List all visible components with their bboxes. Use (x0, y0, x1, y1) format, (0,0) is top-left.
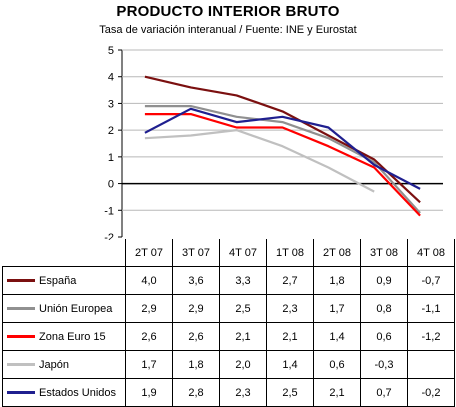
data-label: 2,5 (219, 294, 267, 323)
category-label: 2T 07 (125, 239, 173, 267)
chart-title: PRODUCTO INTERIOR BRUTO (116, 3, 340, 20)
data-label: -0,2 (407, 378, 455, 407)
data-label: 1,4 (266, 350, 314, 379)
data-label: 2,0 (219, 350, 267, 379)
series-line-3 (144, 129, 375, 193)
chart-plot: 5 4 3 2 1 0 -1 -2 (104, 45, 443, 240)
category-label: 3T 08 (360, 239, 408, 267)
data-label: 3,6 (172, 266, 220, 295)
series-line-2 (144, 113, 421, 217)
data-label: 2,9 (125, 294, 173, 323)
category-label: 1T 08 (266, 239, 314, 267)
data-label: 0,6 (313, 350, 361, 379)
y-tick-label: 2 (108, 125, 114, 137)
data-label: 1,4 (313, 322, 361, 351)
data-label: 0,7 (360, 378, 408, 407)
y-tick-label: -1 (104, 205, 114, 217)
legend-swatch (7, 363, 35, 367)
data-label: 2,1 (266, 322, 314, 351)
data-label: 1,9 (125, 378, 173, 407)
data-label: 2,6 (125, 322, 173, 351)
table-corner (3, 239, 126, 267)
legend-entry: España (2, 266, 126, 295)
legend-entry: Unión Europea (2, 294, 126, 323)
category-label: 3T 07 (172, 239, 220, 267)
table-row: Japón 1,7 1,8 2,0 1,4 0,6 -0,3 (2, 350, 455, 379)
data-table: 2T 07 3T 07 4T 07 1T 08 2T 08 3T 08 4T 08 Españ… (2, 239, 455, 407)
chart-subtitle: Tasa de variación interanual / Fuente: I… (99, 24, 357, 36)
series-line-0 (144, 75, 421, 204)
legend-entry: Zona Euro 15 (2, 322, 126, 351)
y-tick-label: 3 (108, 98, 114, 110)
table-row: Estados Unidos 1,9 2,8 2,3 2,5 2,1 0,7 -0,2 (2, 378, 455, 407)
data-label: 2,5 (266, 378, 314, 407)
data-label: 2,3 (219, 378, 267, 407)
data-label: 1,7 (125, 350, 173, 379)
category-label: 4T 08 (407, 239, 455, 267)
series-name: España (39, 274, 77, 287)
data-label: 0,8 (360, 294, 408, 323)
data-label: 2,3 (266, 294, 314, 323)
legend-entry: Estados Unidos (2, 378, 126, 407)
data-label: -1,2 (407, 322, 455, 351)
series-name: Zona Euro 15 (39, 330, 106, 343)
category-label: 4T 07 (219, 239, 267, 267)
data-label: 4,0 (125, 266, 173, 295)
y-tick-label: -2 (104, 232, 114, 240)
data-label: 0,6 (360, 322, 408, 351)
y-tick-label: 0 (108, 179, 114, 191)
series-name: Estados Unidos (39, 386, 117, 399)
data-label: 0,9 (360, 266, 408, 295)
legend-swatch (7, 391, 35, 395)
series-name: Unión Europea (39, 302, 113, 315)
table-header-row: 2T 07 3T 07 4T 07 1T 08 2T 08 3T 08 4T 08 (3, 239, 455, 267)
data-label: -0,7 (407, 266, 455, 295)
series-name: Japón (39, 358, 69, 371)
legend-swatch (7, 335, 35, 339)
data-label: 1,7 (313, 294, 361, 323)
legend-entry: Japón (2, 350, 126, 379)
data-label: 2,7 (266, 266, 314, 295)
data-label: 2,8 (172, 378, 220, 407)
data-label: 1,8 (313, 266, 361, 295)
data-label: -0,3 (360, 350, 408, 379)
data-label: 2,6 (172, 322, 220, 351)
series-line-4 (144, 107, 421, 190)
series-line-1 (144, 105, 421, 214)
table-row: España 4,0 3,6 3,3 2,7 1,8 0,9 -0,7 (2, 266, 455, 295)
table-row: Unión Europea 2,9 2,9 2,5 2,3 1,7 0,8 -1,1 (2, 294, 455, 323)
data-label: -1,1 (407, 294, 455, 323)
data-label: 2,1 (219, 322, 267, 351)
data-label (407, 350, 455, 379)
data-label: 2,9 (172, 294, 220, 323)
data-label: 3,3 (219, 266, 267, 295)
data-label: 2,1 (313, 378, 361, 407)
y-tick-label: 1 (108, 152, 114, 164)
y-tick-label: 4 (108, 72, 114, 84)
y-tick-label: 5 (108, 45, 114, 57)
legend-swatch (7, 307, 35, 311)
data-label: 1,8 (172, 350, 220, 379)
table-row: Zona Euro 15 2,6 2,6 2,1 2,1 1,4 0,6 -1,2 (2, 322, 455, 351)
legend-swatch (7, 279, 35, 283)
category-label: 2T 08 (313, 239, 361, 267)
